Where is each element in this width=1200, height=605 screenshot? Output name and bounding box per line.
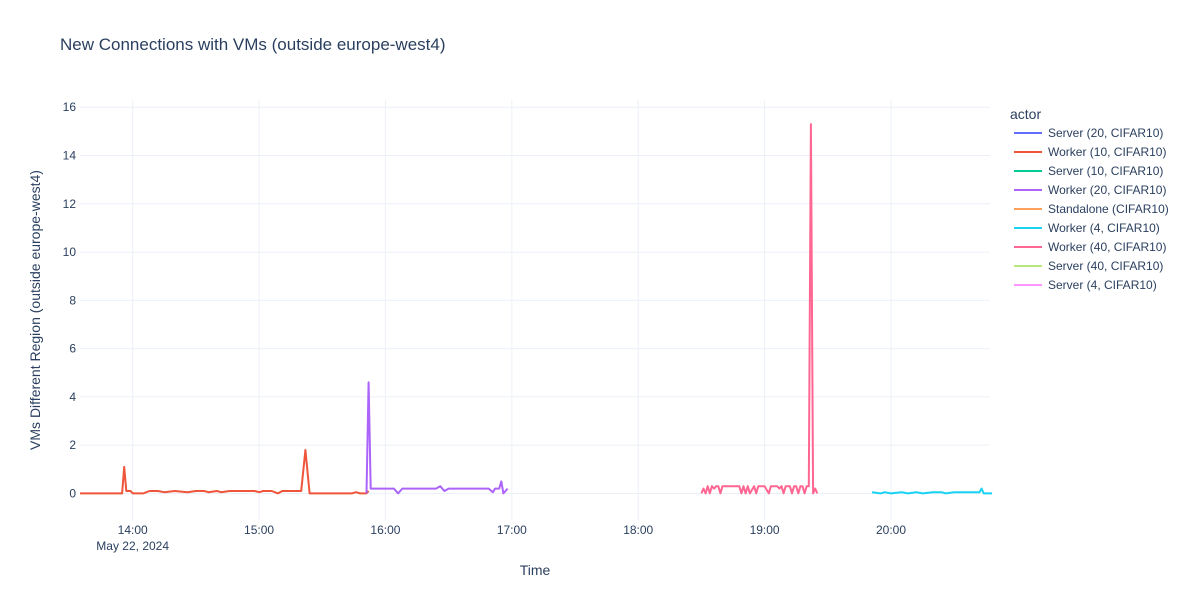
y-tick-label: 16: [63, 100, 77, 114]
chart-title: New Connections with VMs (outside europe…: [60, 35, 446, 54]
series-line[interactable]: [871, 487, 993, 495]
legend-label: Worker (4, CIFAR10): [1048, 221, 1160, 235]
legend-item[interactable]: Worker (10, CIFAR10): [1014, 145, 1166, 159]
x-tick-label: 19:00: [750, 523, 780, 537]
plot-area[interactable]: [80, 123, 993, 495]
legend-label: Standalone (CIFAR10): [1048, 202, 1169, 216]
legend-item[interactable]: Worker (20, CIFAR10): [1014, 183, 1166, 197]
legend-label: Worker (20, CIFAR10): [1048, 183, 1166, 197]
x-tick-label: 14:00: [118, 523, 148, 537]
legend-label: Server (10, CIFAR10): [1048, 164, 1163, 178]
y-tick-label: 2: [69, 438, 76, 452]
legend-label: Worker (10, CIFAR10): [1048, 145, 1166, 159]
y-tick-label: 10: [63, 245, 77, 259]
legend-item[interactable]: Server (10, CIFAR10): [1014, 164, 1163, 178]
y-axis-title: VMs Different Region (outside europe-wes…: [27, 170, 43, 450]
legend-item[interactable]: Worker (40, CIFAR10): [1014, 240, 1166, 254]
legend-label: Server (40, CIFAR10): [1048, 259, 1163, 273]
y-tick-label: 6: [69, 342, 76, 356]
legend-item[interactable]: Worker (4, CIFAR10): [1014, 221, 1160, 235]
x-tick-label: 17:00: [497, 523, 527, 537]
x-axis-date-label: May 22, 2024: [96, 539, 169, 553]
x-gridlines: [132, 100, 892, 520]
legend-item[interactable]: Server (20, CIFAR10): [1014, 126, 1163, 140]
y-tick-label: 12: [63, 197, 77, 211]
series-line[interactable]: [700, 123, 819, 495]
x-tick-label: 15:00: [244, 523, 274, 537]
y-gridlines: [80, 106, 990, 494]
y-tick-label: 0: [69, 486, 76, 500]
x-tick-label: 18:00: [623, 523, 653, 537]
series-line[interactable]: [365, 381, 509, 495]
legend-label: Server (20, CIFAR10): [1048, 126, 1163, 140]
legend: actor Server (20, CIFAR10) Worker (10, CI…: [1010, 106, 1169, 292]
y-tick-label: 14: [63, 149, 77, 163]
legend-title: actor: [1010, 106, 1041, 122]
y-tick-label: 4: [69, 390, 76, 404]
legend-item[interactable]: Server (4, CIFAR10): [1014, 278, 1157, 292]
x-tick-label: 20:00: [876, 523, 906, 537]
legend-item[interactable]: Server (40, CIFAR10): [1014, 259, 1163, 273]
x-axis-title: Time: [520, 562, 551, 578]
y-tick-label: 8: [69, 293, 76, 307]
legend-items: Server (20, CIFAR10) Worker (10, CIFAR10)…: [1014, 126, 1169, 292]
x-axis-ticks: 14:00 15:00 16:00 17:00 18:00 19:00 20:00: [118, 523, 907, 537]
legend-item[interactable]: Standalone (CIFAR10): [1014, 202, 1169, 216]
y-axis-ticks: 0 2 4 6 8 10 12 14 16: [63, 100, 77, 500]
legend-label: Server (4, CIFAR10): [1048, 278, 1157, 292]
x-tick-label: 16:00: [370, 523, 400, 537]
series-line[interactable]: [80, 449, 370, 495]
legend-label: Worker (40, CIFAR10): [1048, 240, 1166, 254]
